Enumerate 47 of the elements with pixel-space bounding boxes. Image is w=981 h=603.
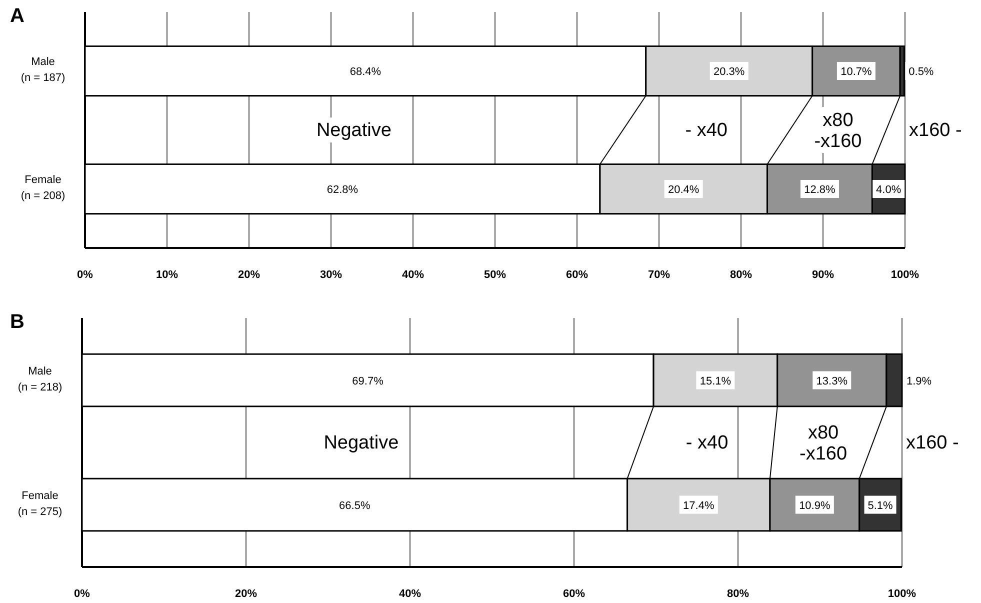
x-tick-label: 70% — [648, 269, 670, 281]
x-tick-label: 90% — [812, 269, 834, 281]
data-label: 1.9% — [906, 375, 932, 388]
x-tick-label: 20% — [238, 269, 260, 281]
y-tick-label: Male (n = 187) — [20, 56, 66, 84]
data-label: 5.1% — [868, 500, 894, 512]
x-tick-label: 20% — [234, 588, 258, 600]
data-label: 66.5% — [339, 500, 370, 512]
x-tick-label: 60% — [566, 269, 588, 281]
chart-title: B — [10, 311, 24, 333]
data-label: 4.0% — [876, 184, 902, 196]
x-tick-label: 40% — [402, 269, 424, 281]
series-label: x160 - — [909, 120, 962, 141]
data-label: 20.4% — [668, 184, 700, 196]
data-label: 10.7% — [840, 66, 872, 78]
data-label: 20.3% — [714, 66, 745, 78]
x-tick-label: 0% — [77, 269, 94, 281]
x-tick-label: 30% — [320, 269, 342, 281]
x-tick-label: 100% — [888, 588, 916, 600]
data-label: 13.3% — [816, 375, 848, 388]
series-label: Negative — [324, 432, 399, 454]
data-label: 62.8% — [326, 184, 358, 196]
x-tick-label: 80% — [730, 269, 752, 281]
data-label: 69.7% — [352, 375, 384, 388]
series-label: x80 -x160 — [800, 422, 848, 464]
data-label: 68.4% — [350, 66, 382, 78]
x-tick-label: 100% — [890, 269, 920, 281]
data-label: 10.9% — [799, 500, 830, 512]
x-tick-label: 50% — [484, 269, 506, 281]
series-label: - x40 — [686, 432, 728, 454]
data-label: 15.1% — [700, 375, 732, 388]
x-tick-label: 10% — [156, 269, 178, 281]
series-label: Negative — [316, 120, 392, 141]
data-label: 0.5% — [908, 66, 934, 78]
series-label: x80 -x160 — [814, 110, 862, 152]
x-tick-label: 60% — [562, 588, 586, 600]
x-tick-label: 80% — [726, 588, 750, 600]
series-label: x160 - — [906, 432, 959, 454]
x-tick-label: 40% — [398, 588, 422, 600]
x-tick-label: 0% — [74, 588, 90, 600]
chart-title: A — [10, 5, 24, 27]
series-label: - x40 — [685, 120, 728, 141]
y-tick-label: Male (n = 218) — [18, 365, 62, 394]
data-label: 17.4% — [683, 500, 714, 512]
y-tick-label: Female (n = 208) — [20, 174, 66, 202]
data-label: 12.8% — [804, 184, 836, 196]
y-tick-label: Female (n = 275) — [18, 490, 62, 518]
